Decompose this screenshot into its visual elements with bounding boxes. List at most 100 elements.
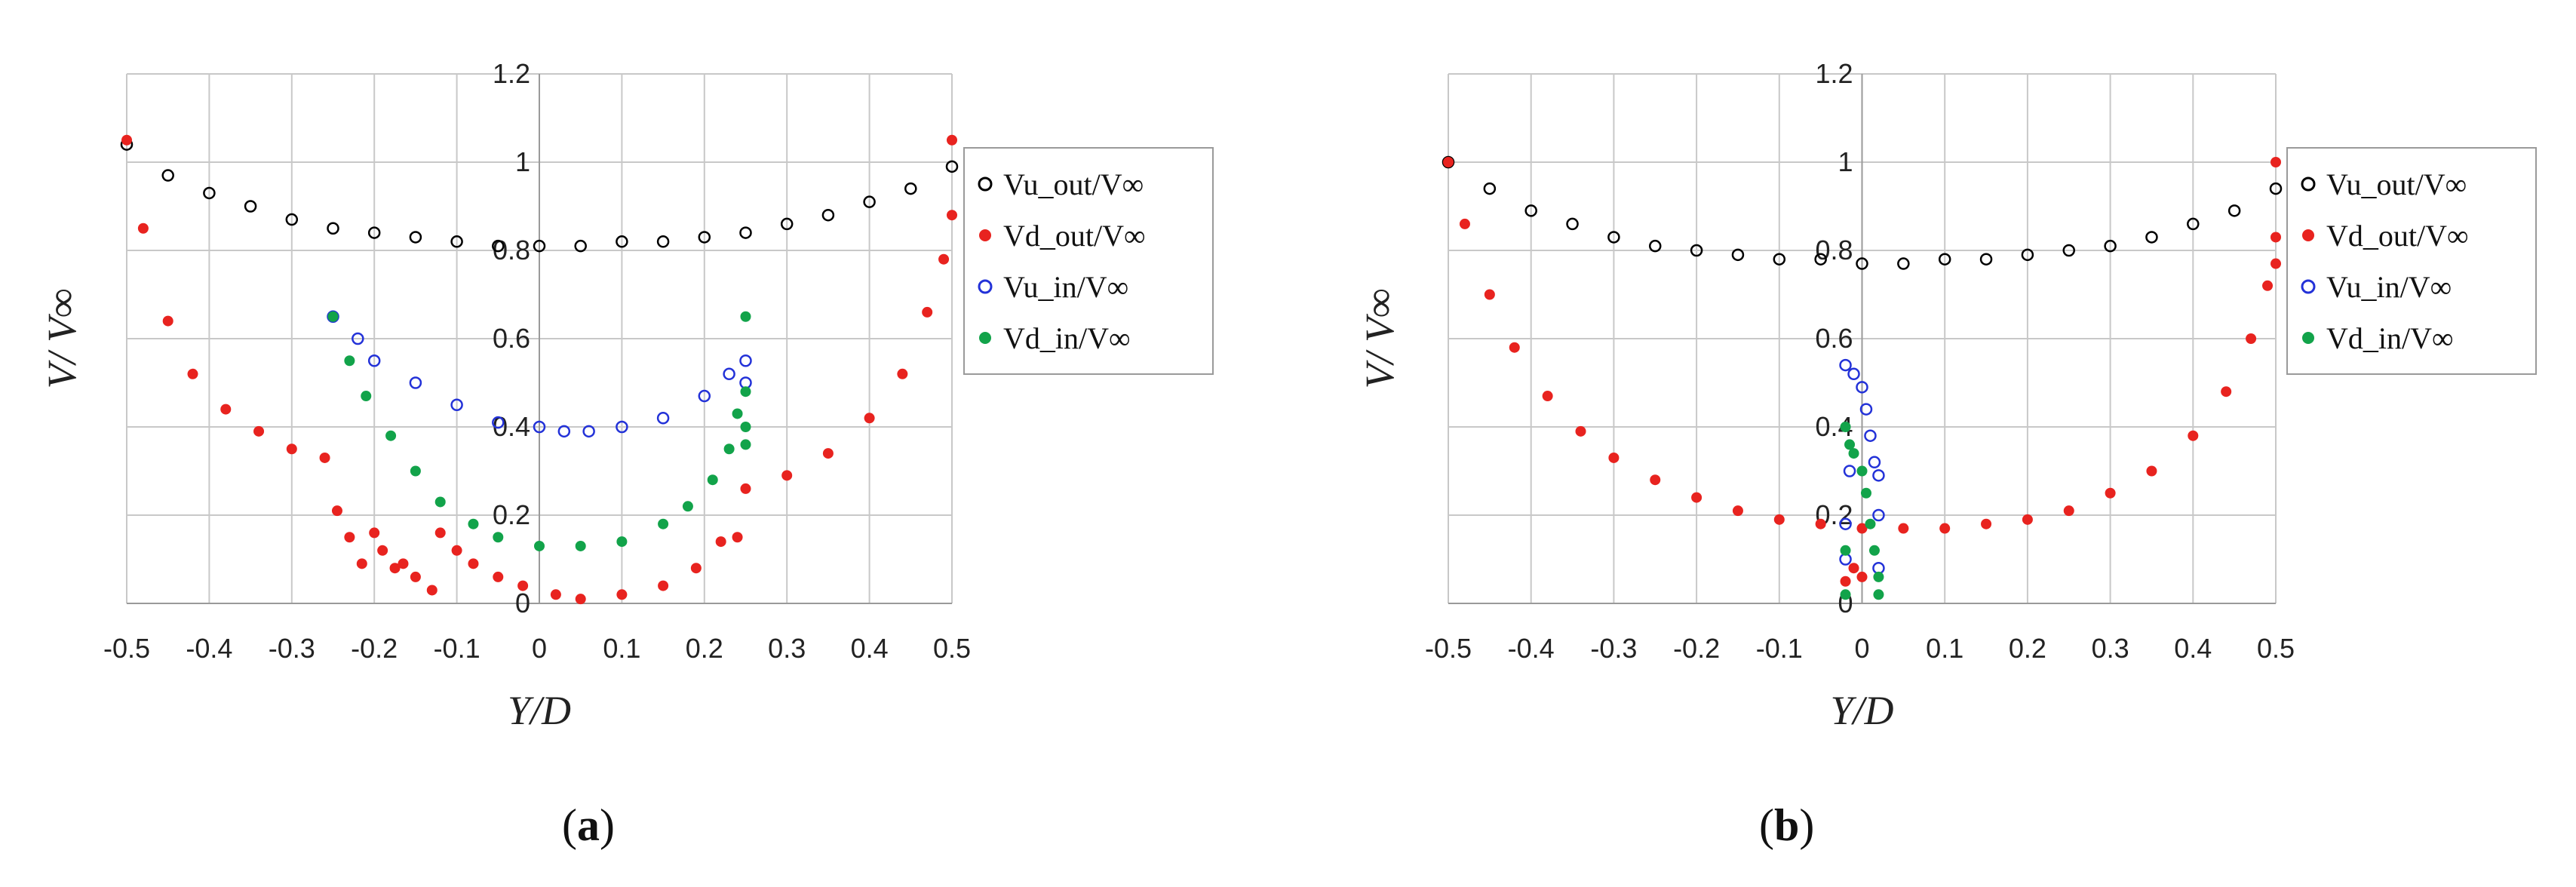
chart-b-series-1-point-13	[1898, 523, 1909, 534]
chart-b-series-0-point-2	[1524, 204, 1537, 217]
chart-b-series-0	[1442, 155, 2283, 270]
chart-a-series-1-point-1	[137, 223, 149, 234]
chart-b-series-1-point-10	[1773, 514, 1785, 525]
chart-b-series-1-point-2	[1484, 289, 1495, 300]
chart-a-ytick-label-1: 0.2	[493, 499, 530, 530]
chart-a-series-1-point-32	[864, 413, 875, 424]
chart-a-ytick-label-2: 0.4	[493, 411, 530, 442]
chart-b-series-1-point-24	[2271, 258, 2281, 269]
chart-b-series-1-point-14	[1939, 523, 1951, 534]
chart-b-series-2-point-2	[1856, 381, 1868, 394]
chart-b-series-1-point-23	[2262, 280, 2274, 291]
chart-a-series-1-point-28	[732, 532, 743, 543]
chart-a-ytick-label-3: 0.6	[493, 323, 530, 354]
chart-b-series-1-point-12	[1856, 523, 1868, 534]
chart-b-series-3-point-2	[1848, 448, 1859, 459]
chart-a-series-1-point-16	[426, 585, 438, 596]
chart-a-series-1-point-5	[253, 425, 265, 437]
chart-b-series-0-point-11	[1897, 257, 1910, 270]
chart-a-series-1-point-23	[575, 594, 586, 605]
chart-b-ytick-label-5: 1	[1838, 146, 1853, 177]
chart-a-series-1-point-22	[550, 589, 561, 600]
chart-a-xtick-label-3: -0.2	[351, 633, 398, 664]
chart-b-series-2-point-4	[1864, 429, 1877, 442]
chart-b-xtick-label-10: 0.5	[2257, 633, 2295, 664]
chart-b-series-1-point-1	[1459, 218, 1470, 229]
chart-b-series-1-point-25	[2271, 232, 2281, 243]
chart-a-series-1-point-13	[389, 563, 401, 574]
chart-b-series-3-point-6	[1868, 545, 1880, 556]
chart-a-series-1-point-17	[434, 527, 446, 539]
chart-a-series-3-point-2	[361, 391, 372, 402]
chart-a-series-3-point-14	[723, 444, 735, 455]
chart-a-series-1-point-7	[319, 452, 330, 463]
chart-b-series-1-point-22	[2246, 333, 2257, 344]
chart-a-series-3-point-6	[468, 518, 479, 529]
chart-a-series-3-point-11	[658, 518, 669, 529]
chart-b-xtick-label-1: -0.4	[1508, 633, 1555, 664]
chart-a-series-0-point-11	[574, 239, 587, 253]
chart-b-legend-marker-2	[2301, 279, 2316, 294]
chart-a-series-1-point-4	[220, 404, 232, 415]
chart-a-series-1-point-0	[121, 134, 132, 146]
chart-a-legend-marker-2	[978, 279, 993, 294]
chart-b-xtick-label-2: -0.3	[1590, 633, 1637, 664]
chart-a-xlabel: Y/D	[508, 688, 571, 733]
chart-a-series-1-point-31	[822, 448, 834, 459]
chart-a-series-2-point-12	[723, 367, 735, 381]
chart-a-xtick-label-0: -0.5	[103, 633, 150, 664]
chart-a-series-0-point-7	[409, 231, 422, 244]
caption-a-letter: a	[576, 800, 600, 850]
chart-a-series-0-point-2	[203, 186, 216, 200]
chart-b-xtick-label-5: 0	[1854, 633, 1869, 664]
chart-a-series-2-point-7	[557, 425, 571, 438]
chart-a-legend-marker-3	[979, 332, 991, 344]
chart-a-series-0-point-12	[616, 235, 628, 248]
chart-b-legend-marker-3	[2302, 332, 2314, 344]
chart-a-series-0-point-13	[656, 235, 670, 248]
chart-a-series-3-point-5	[434, 496, 446, 508]
chart-b-series-3-point-9	[1840, 589, 1851, 600]
chart-b-series-1-point-5	[1575, 425, 1586, 437]
chart-a-legend-label-2: Vu_in/V∞	[1003, 270, 1128, 304]
chart-b-series-1-point-19	[2146, 465, 2157, 477]
chart-a-series-1-point-15	[410, 571, 421, 582]
chart-a-xtick-label-10: 0.5	[933, 633, 971, 664]
chart-b-xtick-label-4: -0.1	[1756, 633, 1803, 664]
chart-b-series-1-point-11	[1815, 518, 1826, 529]
chart-b-series-3-point-4	[1860, 487, 1871, 499]
chart-b-xtick-label-0: -0.5	[1425, 633, 1472, 664]
chart-a-ytick-label-6: 1.2	[493, 58, 530, 89]
chart-b-legend-marker-1	[2302, 229, 2314, 241]
chart-b-series-1-point-3	[1509, 342, 1520, 353]
chart-b-legend-label-1: Vd_out/V∞	[2326, 219, 2469, 253]
chart-a-series-1-point-33	[897, 368, 908, 379]
chart-b-series-1-point-4	[1542, 391, 1553, 402]
chart-a-series-0-point-17	[821, 208, 835, 222]
chart-b-series-0-point-20	[2269, 182, 2283, 195]
chart-a-series-2-point-2	[367, 354, 381, 367]
chart-a-series-2-point-1	[352, 332, 364, 345]
chart-b-series-0-point-16	[2104, 239, 2117, 253]
chart-b-series-2	[1839, 358, 1885, 575]
chart-b-series-0-point-12	[1938, 253, 1951, 265]
chart-a-svg: 0 0.2 0.4 0.6 0.8 1 1.2 -0.5 -0.4 -0.3 -0.2 -0.1 0 0.…	[39, 58, 1214, 733]
chart-a-series-0-point-19	[904, 182, 917, 195]
chart-a-series-3-point-15	[732, 408, 743, 419]
chart-a-series-0-point-8	[450, 235, 463, 248]
chart-a-series-3-point-4	[410, 465, 421, 477]
chart-b-series-2-point-7	[1872, 508, 1885, 522]
chart-b-series-3-point-5	[1865, 518, 1876, 529]
chart-a-series-3-point-16	[740, 386, 751, 397]
chart-a-series-0-point-6	[367, 226, 381, 239]
chart-a-series-3-point-10	[616, 536, 628, 548]
chart-b-series-3-point-10	[1840, 545, 1851, 556]
caption-a: (a)	[562, 800, 615, 850]
chart-panel-b: 0 0.2 0.4 0.6 0.8 1 1.2 -0.5 -0.4 -0.3 -0.2 -0.1 0 0.…	[1288, 0, 2575, 887]
chart-b-ylabel: V/ V∞	[1357, 289, 1402, 389]
chart-b-series-1-point-20	[2188, 430, 2199, 441]
chart-a-series-1-point-24	[616, 589, 628, 600]
chart-a-series-0-point-10	[533, 239, 546, 253]
chart-a-series-1-point-9	[344, 532, 355, 543]
chart-a-series-0-point-5	[327, 222, 339, 235]
